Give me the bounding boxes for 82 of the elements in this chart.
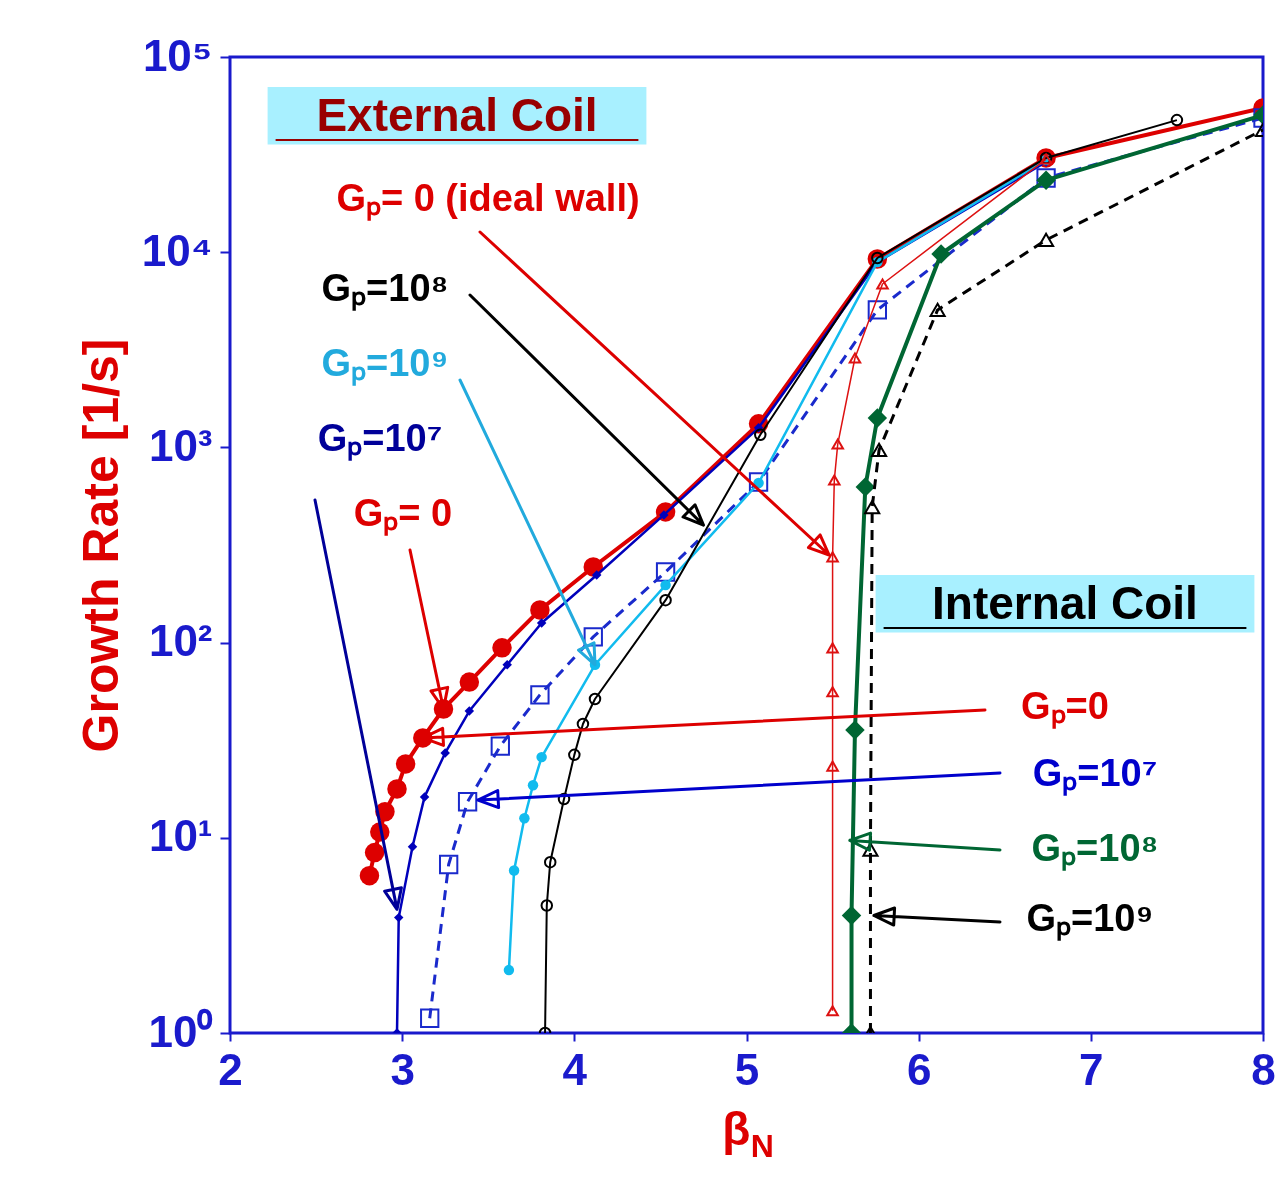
point [862, 842, 879, 857]
annotation: Gₚ= 0 [353, 492, 453, 536]
annotation: Gₚ=10⁷ [317, 417, 443, 461]
x-tick-label: 5 [734, 1044, 760, 1094]
annotation: Gₚ= 0 (ideal wall) [336, 177, 640, 221]
point [1038, 232, 1055, 248]
point [754, 428, 767, 442]
point [931, 244, 951, 264]
point [387, 779, 407, 799]
point [568, 748, 581, 762]
y-tick-label: 10¹ [148, 811, 213, 861]
point [536, 751, 547, 763]
x-tick-label: 3 [390, 1044, 415, 1094]
y-axis-title: Growth Rate [1/s] [72, 338, 129, 753]
point [393, 912, 404, 923]
point [826, 551, 839, 563]
point [748, 472, 769, 492]
point [929, 302, 946, 318]
point [591, 570, 602, 580]
point [826, 686, 839, 698]
annotation: Gₚ=10⁸ [321, 267, 449, 311]
x-tick-label: 4 [562, 1044, 588, 1094]
point [588, 692, 602, 706]
point [845, 720, 865, 740]
point [527, 779, 539, 791]
point [438, 854, 459, 875]
point [407, 841, 418, 852]
point [826, 1005, 839, 1017]
x-tick-label: 7 [1079, 1044, 1104, 1094]
point [876, 278, 889, 290]
point [457, 792, 478, 812]
point [502, 660, 512, 670]
point [1170, 113, 1184, 127]
point [540, 899, 554, 912]
point [583, 627, 603, 647]
point [419, 792, 430, 802]
point [395, 754, 416, 774]
x-tick-label: 8 [1251, 1044, 1276, 1094]
annotation: Internal Coil [932, 577, 1198, 629]
x-tick-label: 2 [218, 1044, 243, 1094]
point [536, 618, 547, 628]
y-tick-label: 10⁰ [148, 1006, 214, 1056]
point [826, 760, 839, 772]
point [828, 474, 841, 486]
annotation: Gₚ=0 [1021, 685, 1109, 729]
point [871, 442, 888, 458]
point [576, 717, 590, 731]
point [831, 438, 844, 450]
annotation: External Coil [316, 89, 598, 141]
y-tick-label: 10⁵ [142, 30, 213, 80]
y-tick-label: 10² [148, 616, 213, 666]
annotation: Gₚ=10⁹ [1026, 897, 1154, 941]
point [867, 300, 888, 320]
point [826, 642, 839, 654]
point [492, 638, 512, 658]
point [530, 600, 550, 620]
annotation: Gₚ=10⁹ [321, 342, 449, 386]
point [420, 1008, 440, 1028]
point [864, 499, 881, 515]
point [464, 706, 475, 716]
point [557, 792, 571, 806]
point [530, 685, 550, 705]
y-tick-label: 10⁴ [141, 225, 213, 275]
point [848, 352, 862, 364]
point [855, 477, 876, 497]
point [359, 865, 380, 886]
point [841, 905, 862, 926]
point [655, 562, 676, 582]
point [364, 842, 385, 863]
annotation: Gₚ=10⁷ [1032, 752, 1158, 796]
point [503, 964, 515, 976]
annotation: Gₚ=10⁸ [1031, 827, 1159, 871]
point [490, 736, 510, 756]
point [519, 812, 530, 824]
point [867, 408, 888, 428]
x-tick-label: 6 [906, 1044, 932, 1094]
point [660, 579, 671, 591]
point [459, 672, 480, 692]
point [508, 865, 520, 876]
point [543, 855, 557, 869]
point [659, 593, 672, 607]
y-tick-label: 10³ [148, 420, 213, 470]
